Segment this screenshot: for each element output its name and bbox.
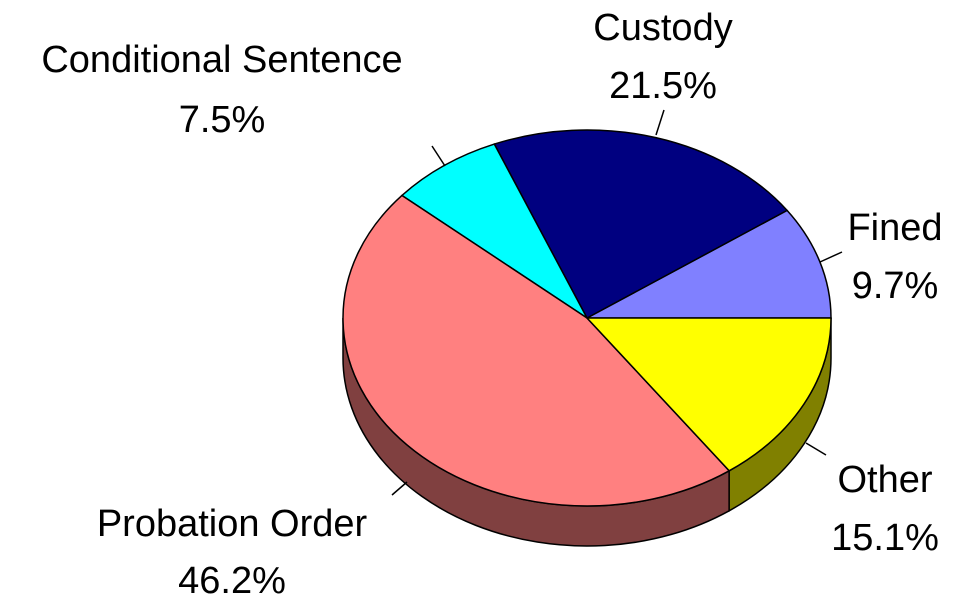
leader-line <box>431 145 446 167</box>
slice-label: Conditional Sentence <box>41 39 402 81</box>
slice-label: Probation Order <box>97 503 368 545</box>
leader-line <box>391 481 408 496</box>
slice-value-label: 15.1% <box>831 517 939 559</box>
pie-slice <box>586 209 832 319</box>
slice-label: Other <box>837 459 932 501</box>
pie-slice <box>493 129 789 320</box>
slice-label: Custody <box>593 7 732 49</box>
leader-line <box>805 442 827 456</box>
pie-slice <box>342 194 731 507</box>
slice-value-label: 46.2% <box>178 560 286 602</box>
leader-line <box>655 109 665 136</box>
slice-label: Fined <box>847 207 942 249</box>
pie-slice <box>585 317 832 472</box>
slice-value-label: 9.7% <box>852 265 939 307</box>
slice-value-label: 21.5% <box>609 65 717 107</box>
leader-line <box>819 251 843 263</box>
slice-value-label: 7.5% <box>179 99 266 141</box>
